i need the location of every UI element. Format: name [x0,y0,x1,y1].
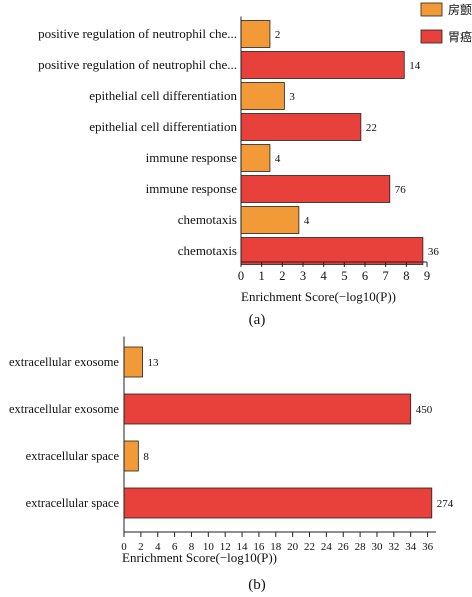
data-label: 4 [275,153,281,165]
x-tick-label: 32 [388,541,399,553]
category-label: extracellular space [26,449,120,463]
bar [123,487,433,519]
data-label: 22 [366,122,377,134]
category-label: chemotaxis [178,212,237,227]
bar [240,206,300,234]
x-tick-label: 5 [341,269,347,283]
chart-caption: (a) [249,312,266,328]
category-label: immune response [146,181,238,196]
bar [123,393,412,425]
x-tick-label: 14 [237,541,249,553]
x-tick-label: 4 [321,269,328,283]
data-label: 274 [437,498,454,510]
bar [240,144,271,172]
data-label: 8 [143,451,149,463]
data-label: 13 [148,357,160,369]
bar [240,175,391,203]
x-tick-label: 0 [238,269,244,283]
x-tick-label: 36 [422,541,434,553]
category-label: extracellular exosome [9,355,119,369]
x-tick-label: 2 [138,541,144,553]
x-tick-label: 16 [253,541,265,553]
data-label: 4 [304,215,310,227]
x-tick-label: 30 [371,541,383,553]
chart-a: positive regulation of neutrophil che...… [38,16,440,328]
category-label: immune response [146,150,238,165]
category-label: extracellular exosome [9,402,119,416]
x-tick-label: 18 [270,541,282,553]
x-tick-label: 8 [189,541,195,553]
chart-b: extracellular exosome 13 extracellular exo… [9,336,454,593]
data-label: 2 [275,29,281,41]
data-label: 14 [409,60,421,72]
bar [240,82,285,110]
category-label: chemotaxis [178,243,237,258]
bar [240,113,362,141]
x-tick-label: 3 [300,269,306,283]
x-tick-label: 24 [321,541,333,553]
data-label: 76 [395,184,407,196]
x-tick-label: 22 [304,541,315,553]
x-tick-label: 6 [362,269,368,283]
x-tick-label: 2 [279,269,285,283]
x-tick-label: 20 [287,541,299,553]
x-tick-label: 4 [155,541,161,553]
bar [123,346,143,378]
data-label: 36 [428,246,440,258]
x-tick-label: 6 [172,541,178,553]
bar [123,440,139,472]
x-tick-label: 28 [355,541,367,553]
x-tick-label: 7 [383,269,389,283]
x-tick-label: 0 [121,541,127,553]
x-tick-label: 34 [405,541,417,553]
bar [240,20,271,48]
x-tick-label: 12 [220,541,231,553]
x-axis-title: Enrichment Score(−log10(P)) [122,550,277,565]
chart-caption: (b) [248,577,266,593]
x-tick-label: 10 [203,541,215,553]
x-tick-label: 8 [403,269,409,283]
data-label: 3 [289,91,295,103]
bar [240,51,405,79]
x-tick-label: 26 [338,541,350,553]
category-label: epithelial cell differentiation [89,88,237,103]
legend-swatch [420,2,443,17]
legend-swatch [420,29,443,44]
category-label: positive regulation of neutrophil che... [38,26,237,41]
x-tick-label: 9 [424,269,430,283]
x-tick-label: 1 [259,269,265,283]
x-axis-title: Enrichment Score(−log10(P)) [241,289,396,304]
data-label: 450 [416,404,433,416]
category-label: positive regulation of neutrophil che... [38,57,237,72]
category-label: epithelial cell differentiation [89,119,237,134]
legend-label: 房颤 [448,2,472,17]
legend-label: 胃癌 [448,29,472,44]
bar [240,237,424,265]
category-label: extracellular space [26,496,120,510]
